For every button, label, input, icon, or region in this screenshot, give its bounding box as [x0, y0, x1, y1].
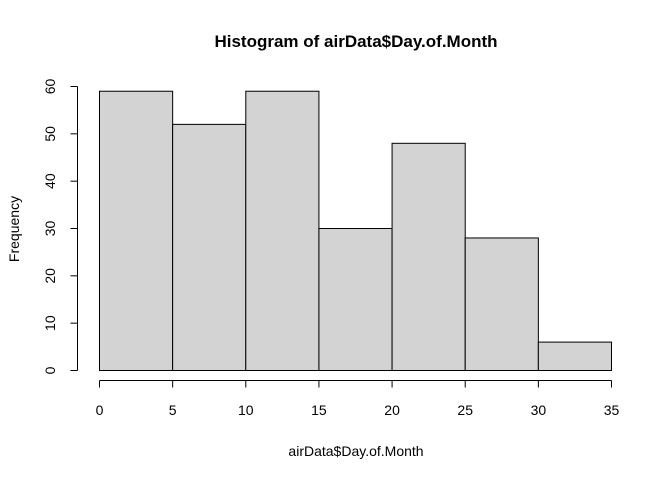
histogram-bar-1 — [172, 123, 247, 371]
y-tick-label-6: 60 — [42, 79, 58, 95]
x-tick-label-7: 35 — [604, 402, 620, 418]
bars-group — [99, 90, 612, 372]
y-axis-label: Frequency — [6, 196, 22, 262]
x-tick-label-5: 25 — [457, 402, 473, 418]
chart-title: Histogram of airData$Day.of.Month — [214, 32, 497, 51]
y-tick-label-2: 20 — [42, 268, 58, 284]
x-tick-label-4: 20 — [384, 402, 400, 418]
x-tick-label-6: 30 — [531, 402, 547, 418]
histogram-bar-0 — [99, 90, 174, 371]
y-tick-label-0: 0 — [42, 366, 58, 374]
histogram-bar-4 — [391, 142, 466, 371]
y-tick-label-4: 40 — [42, 173, 58, 189]
x-axis-label: airData$Day.of.Month — [288, 443, 423, 459]
y-tick-label-1: 10 — [42, 315, 58, 331]
x-tick-label-1: 5 — [169, 402, 177, 418]
y-tick-label-3: 30 — [42, 221, 58, 237]
x-tick-label-0: 0 — [96, 402, 104, 418]
histogram-bar-5 — [464, 237, 539, 371]
histogram-bar-6 — [537, 341, 612, 372]
histogram-bar-3 — [318, 228, 393, 371]
x-axis: 0 5 10 15 20 25 30 35 — [96, 380, 620, 418]
x-tick-label-3: 15 — [311, 402, 327, 418]
histogram-bar-2 — [245, 90, 320, 371]
y-axis: 0 10 20 30 40 50 60 — [42, 79, 78, 374]
x-tick-label-2: 10 — [238, 402, 254, 418]
y-tick-label-5: 50 — [42, 126, 58, 142]
